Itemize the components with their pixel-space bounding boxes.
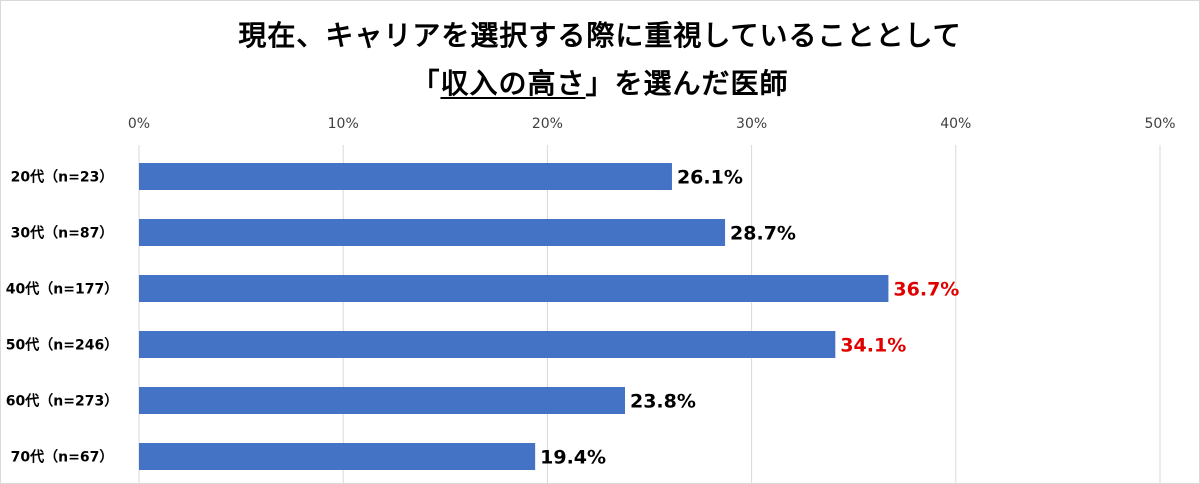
chart-title-line-2: 「収入の高さ」を選んだ医師 — [0, 62, 1200, 102]
category-label: 40代（n=177） — [6, 281, 118, 298]
value-label: 28.7% — [730, 223, 796, 245]
value-label: 36.7% — [893, 279, 959, 301]
value-label: 23.8% — [630, 391, 696, 413]
category-label: 60代（n=273） — [6, 393, 118, 410]
x-tick-label: 40% — [940, 116, 971, 132]
x-tick-label: 0% — [128, 116, 150, 132]
x-tick-label: 30% — [736, 116, 767, 132]
x-tick-label: 10% — [328, 116, 359, 132]
bar — [139, 163, 672, 190]
bar — [139, 219, 726, 246]
value-label: 34.1% — [840, 335, 906, 357]
bar — [139, 275, 889, 302]
category-label: 50代（n=246） — [6, 337, 118, 354]
category-label: 20代（n=23） — [11, 169, 114, 186]
category-label: 30代（n=87） — [11, 225, 114, 242]
title-open-bracket: 「 — [411, 67, 441, 100]
title-close-text: 」を選んだ医師 — [585, 67, 789, 100]
x-tick-label: 20% — [532, 116, 563, 132]
category-label: 70代（n=67） — [11, 449, 114, 466]
value-label: 26.1% — [677, 167, 743, 189]
chart-title-line-1: 現在、キャリアを選択する際に重視していることとして — [238, 19, 962, 52]
title-underlined-phrase: 収入の高さ — [440, 67, 586, 100]
bar — [139, 331, 836, 358]
value-label: 19.4% — [540, 447, 606, 469]
bar — [139, 387, 625, 414]
bar — [139, 443, 536, 470]
x-tick-label: 50% — [1144, 116, 1175, 132]
